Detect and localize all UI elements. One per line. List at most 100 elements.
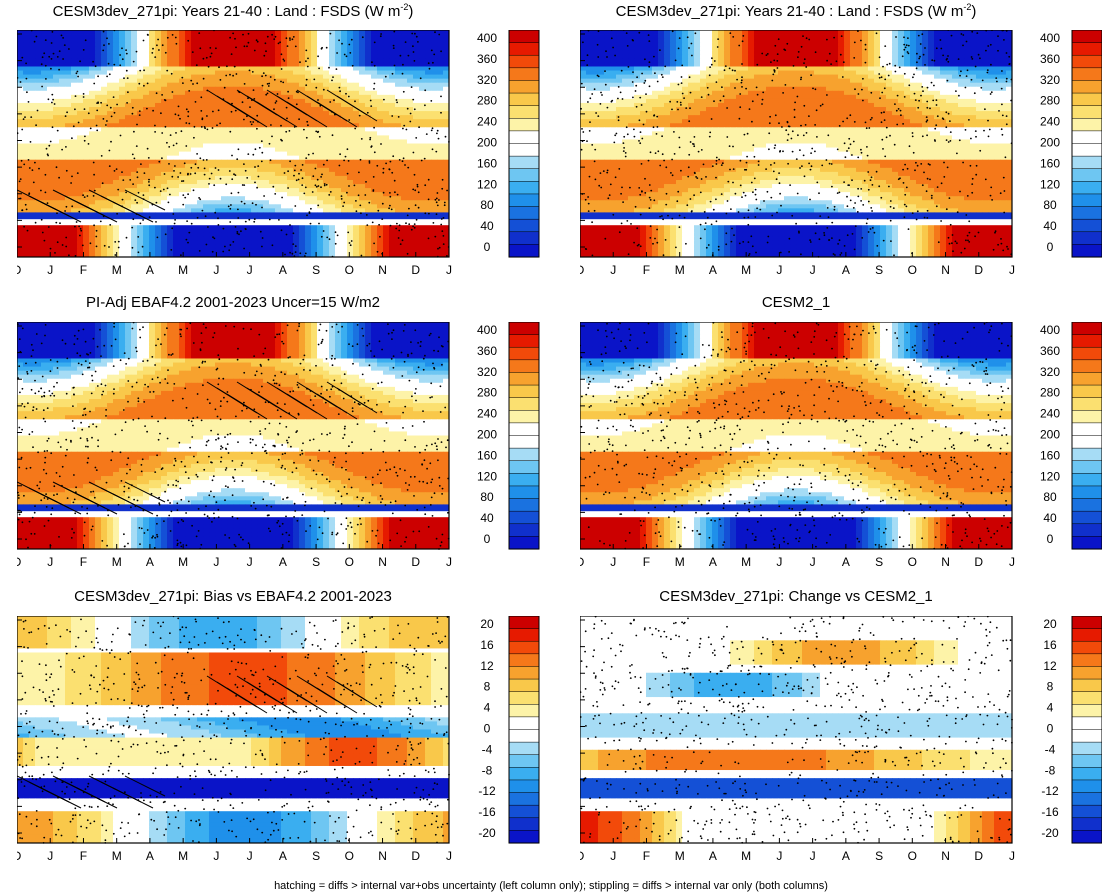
heatmap-cell <box>676 62 683 67</box>
heatmap-cell <box>59 127 66 132</box>
heatmap-cell <box>113 159 120 165</box>
heatmap-cell <box>77 82 84 88</box>
heatmap-cell <box>251 131 258 136</box>
heatmap-cell <box>299 98 306 104</box>
heatmap-cell <box>125 42 132 47</box>
heatmap-cell <box>209 179 216 185</box>
heatmap-cell <box>149 30 156 35</box>
heatmap-cell <box>359 204 366 209</box>
heatmap-cell <box>443 200 450 205</box>
heatmap-cell <box>65 86 72 92</box>
heatmap-cell <box>652 74 659 80</box>
heatmap-cell <box>119 66 126 71</box>
heatmap-cell <box>185 179 192 185</box>
heatmap-cell <box>940 74 947 80</box>
heatmap-cell <box>263 46 270 51</box>
heatmap-cell <box>431 212 438 217</box>
heatmap-cell <box>431 167 438 173</box>
heatmap-cell <box>365 107 372 112</box>
heatmap-cell <box>904 30 911 35</box>
heatmap-cell <box>131 70 138 75</box>
heatmap-cell <box>437 102 444 108</box>
heatmap-cell <box>47 70 54 75</box>
heatmap-cell <box>53 200 60 205</box>
heatmap-cell <box>317 82 324 88</box>
heatmap-cell <box>35 244 42 250</box>
heatmap-cell <box>59 252 66 258</box>
heatmap-cell <box>952 58 959 63</box>
heatmap-cell <box>191 240 198 246</box>
heatmap-cell <box>335 200 342 205</box>
heatmap-cell <box>371 216 378 221</box>
heatmap-cell <box>275 42 282 47</box>
heatmap-cell <box>113 192 120 197</box>
heatmap-cell <box>269 74 276 80</box>
heatmap-cell <box>113 70 120 75</box>
heatmap-cell <box>754 30 761 35</box>
heatmap-cell <box>670 70 677 75</box>
heatmap-cell <box>628 78 635 84</box>
heatmap-cell <box>371 119 378 124</box>
heatmap-cell <box>257 139 264 144</box>
heatmap-cell <box>233 159 240 165</box>
heatmap-cell <box>389 62 396 67</box>
heatmap-cell <box>622 50 629 55</box>
heatmap-cell <box>101 224 108 230</box>
heatmap-cell <box>209 232 216 238</box>
heatmap-cell <box>23 42 30 47</box>
heatmap-cell <box>359 171 366 177</box>
heatmap-cell <box>233 58 240 63</box>
heatmap-cell <box>227 232 234 238</box>
heatmap-cell <box>179 30 186 35</box>
heatmap-cell <box>35 70 42 75</box>
heatmap-cell <box>71 70 78 75</box>
heatmap-cell <box>604 70 611 75</box>
heatmap-cell <box>287 127 294 132</box>
heatmap-cell <box>275 196 282 201</box>
heatmap-cell <box>113 224 120 230</box>
heatmap-cell <box>353 82 360 88</box>
heatmap-cell <box>101 155 108 161</box>
heatmap-cell <box>233 135 240 140</box>
heatmap-cell <box>227 139 234 144</box>
heatmap-cell <box>425 159 432 165</box>
heatmap-cell <box>982 74 989 80</box>
heatmap-cell <box>401 58 408 63</box>
heatmap-cell <box>281 159 288 165</box>
heatmap-cell <box>323 216 330 221</box>
heatmap-cell <box>646 66 653 71</box>
heatmap-cell <box>29 135 36 140</box>
heatmap-cell <box>311 78 318 84</box>
heatmap-cell <box>221 200 228 205</box>
heatmap-cell <box>137 102 144 108</box>
heatmap-cell <box>197 38 204 43</box>
heatmap-cell <box>251 151 258 157</box>
heatmap-cell <box>377 74 384 80</box>
heatmap-cell <box>77 98 84 104</box>
heatmap-cell <box>101 196 108 201</box>
heatmap-cell <box>293 188 300 193</box>
heatmap-cell <box>766 38 773 43</box>
heatmap-cell <box>125 123 132 128</box>
x-tick-label: N <box>378 263 387 277</box>
heatmap-cell <box>107 159 114 165</box>
heatmap-cell <box>131 167 138 173</box>
heatmap-cell <box>281 204 288 209</box>
heatmap-cell <box>610 38 617 43</box>
heatmap-cell <box>904 66 911 71</box>
heatmap-cell <box>826 38 833 43</box>
heatmap-cell <box>239 184 246 189</box>
heatmap-cell <box>59 248 66 254</box>
heatmap-cell <box>970 70 977 75</box>
heatmap-cell <box>407 163 414 169</box>
heatmap-cell <box>29 240 36 246</box>
heatmap-cell <box>622 70 629 75</box>
heatmap-cell <box>341 204 348 209</box>
heatmap-cell <box>934 62 941 67</box>
heatmap-cell <box>814 70 821 75</box>
heatmap-cell <box>982 34 989 39</box>
heatmap-cell <box>317 252 324 258</box>
heatmap-cell <box>293 151 300 157</box>
heatmap-cell <box>47 143 54 148</box>
heatmap-cell <box>742 30 749 35</box>
